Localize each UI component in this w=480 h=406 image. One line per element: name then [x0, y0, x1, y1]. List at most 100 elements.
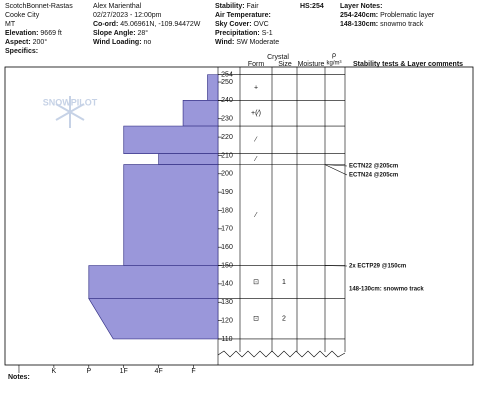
hardness-layer [123, 164, 219, 266]
y-tick-label: 220 [221, 134, 233, 141]
hardness-layer [88, 298, 219, 340]
header-line: Cooke City [5, 12, 40, 19]
header-line: Wind Loading: no [93, 39, 151, 46]
logo-text: SNOWPILOT [43, 97, 98, 107]
hardness-layer [207, 74, 219, 101]
y-tick-label: 190 [221, 189, 233, 196]
y-tick-label: 160 [221, 244, 233, 251]
header-value: snowmo track [380, 21, 424, 28]
header-value: 45.06961N, -109.94472W [120, 21, 201, 28]
x-tick-label: F [191, 368, 195, 375]
header-line: 02/27/2023 - 12:00pm [93, 12, 162, 19]
y-tick-label: 110 [221, 336, 232, 343]
header-value: Problematic layer [380, 12, 435, 19]
header-label: Elevation: [5, 30, 38, 37]
stability-test: ECTN24 @205cm [349, 173, 398, 179]
hs: HS:254 [300, 3, 324, 10]
y-tick-label: 254 [221, 72, 233, 79]
y-tick-label: 140 [221, 281, 233, 288]
header-line: Specifics: [5, 48, 38, 55]
header-line: Slope Angle: 28° [93, 29, 148, 37]
column-header: Size [278, 61, 292, 68]
header-label: Sky Cover: [215, 21, 252, 28]
grain-form: ⁄ [253, 137, 258, 144]
header-label: Stability: [215, 3, 245, 10]
header-value: MT [5, 21, 16, 28]
stability-test: 2x ECTP29 @150cm [349, 264, 406, 270]
header-line: Co-ord: 45.06961N, -109.94472W [93, 21, 201, 28]
header-value: 9669 ft [40, 30, 61, 37]
y-tick-label: 210 [221, 152, 233, 159]
header-line: 148-130cm: snowmo track [340, 21, 424, 28]
header-value: SW Moderate [236, 39, 279, 46]
grain-size: 1 [282, 279, 286, 286]
column-header: Crystal [267, 54, 289, 61]
test-leader [324, 164, 348, 176]
header-line: Elevation: 9669 ft [5, 30, 62, 37]
header-label: Slope Angle: [93, 30, 136, 37]
y-tick-label: 120 [221, 317, 233, 324]
grain-form: + [254, 84, 258, 91]
notes-label: Notes: [8, 374, 30, 381]
header-value: Fair [247, 3, 260, 10]
layer-comment: 148-130cm: snowmo track [349, 287, 424, 293]
grain-size: 2 [282, 316, 286, 323]
y-tick-label: 180 [221, 207, 233, 214]
hardness-layer [158, 153, 219, 165]
zigzag [217, 350, 346, 358]
header-value: Alex Marienthal [93, 3, 142, 10]
header-value: OVC [254, 21, 269, 28]
header-label: Wind Loading: [93, 39, 142, 46]
grain-form: ⊡ [253, 316, 259, 323]
column-header: ρ [332, 52, 336, 59]
column-header: Form [248, 61, 265, 68]
y-tick-label: 130 [221, 299, 233, 306]
test-leader [324, 164, 348, 167]
header-label: Layer Notes: [340, 3, 382, 10]
profile-frame [4, 66, 474, 366]
logo [55, 96, 85, 128]
column-header: Moisture [298, 61, 325, 68]
header-label: Precipitation: [215, 30, 260, 37]
y-tick-label: 240 [221, 97, 233, 104]
y-tick-label: 170 [221, 226, 233, 233]
header-line: 254-240cm: Problematic layer [340, 12, 435, 19]
header-line: Alex Marienthal [93, 3, 142, 10]
header-value: Cooke City [5, 12, 40, 19]
grain-form: +(⁄) [251, 110, 261, 117]
grain-form: ⊡ [253, 279, 259, 286]
header-line: Sky Cover: OVC [215, 21, 269, 28]
x-tick-label: P [86, 368, 91, 375]
x-tick-label: I [18, 368, 20, 375]
header-line: Layer Notes: [340, 3, 382, 10]
header-label: Aspect: [5, 39, 31, 46]
header-value: 28° [137, 29, 148, 37]
header-value: S-1 [262, 30, 273, 37]
stability-test: ECTN22 @205cm [349, 164, 398, 170]
header-label: 254-240cm: [340, 12, 378, 19]
y-tick-label: 150 [221, 262, 233, 269]
header-label: Air Temperature: [215, 12, 271, 19]
grain-form: ⁄ [253, 212, 258, 219]
hardness-layer [88, 265, 219, 299]
header-line: Aspect: 200° [5, 38, 47, 46]
header-label: Wind: [215, 39, 234, 46]
x-tick-label: 1F [120, 368, 128, 375]
header-line: Stability: Fair [215, 3, 259, 10]
header-value: 200° [33, 38, 48, 46]
header-label: Co-ord: [93, 21, 118, 28]
header-value: 02/27/2023 - 12:00pm [93, 12, 162, 19]
header-line: MT [5, 21, 16, 28]
header-line: ScotchBonnet-Rastas [5, 3, 73, 10]
hardness-layer [182, 100, 219, 127]
x-tick-label: K [52, 368, 57, 375]
header-label: Specifics: [5, 48, 38, 55]
header-line: Wind: SW Moderate [215, 39, 279, 46]
header-label: 148-130cm: [340, 21, 378, 28]
header-value: no [144, 39, 152, 46]
y-tick-label: 230 [221, 116, 233, 123]
x-tick-label: 4F [155, 368, 163, 375]
header-line: Air Temperature: [215, 12, 271, 19]
y-tick-label: 250 [221, 79, 233, 86]
header-line: Precipitation: S-1 [215, 30, 273, 37]
